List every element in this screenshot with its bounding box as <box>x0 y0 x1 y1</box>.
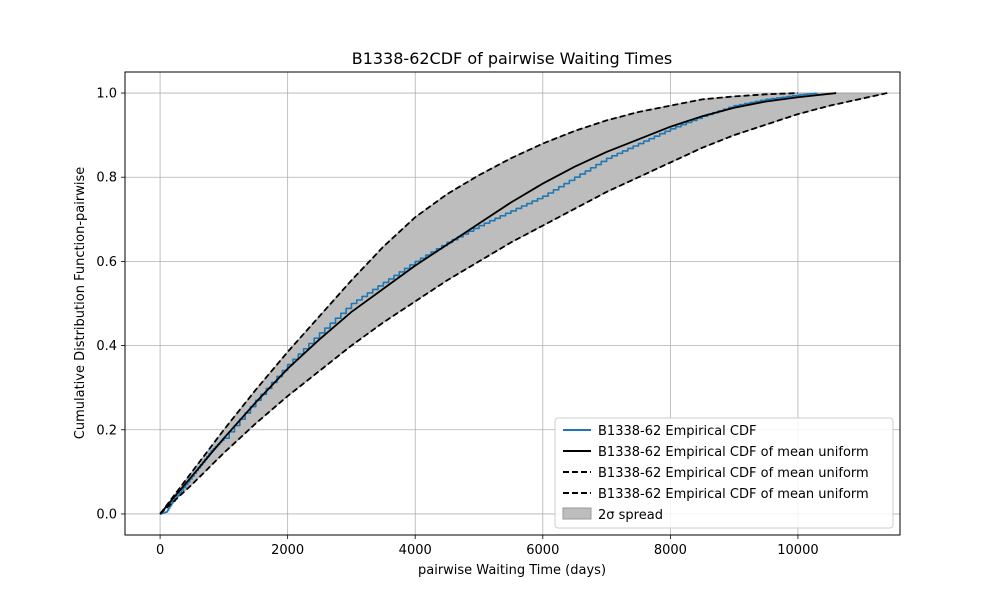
legend-label-upper: B1338-62 Empirical CDF of mean uniform <box>598 487 869 502</box>
y-tick-label: 0.0 <box>96 507 117 522</box>
chart-title: B1338-62CDF of pairwise Waiting Times <box>352 49 673 68</box>
y-tick-label: 1.0 <box>96 87 117 102</box>
y-tick-label: 0.2 <box>96 423 117 438</box>
legend-swatch-spread <box>562 507 592 520</box>
x-tick-label: 8000 <box>654 543 687 558</box>
upper-bound-dashed-line <box>159 92 798 515</box>
legend-label-spread: 2σ spread <box>598 508 663 523</box>
legend: B1338-62 Empirical CDF B1338-62 Empirica… <box>554 417 894 529</box>
mean-uniform-line <box>159 92 837 515</box>
ticks: 0 2000 4000 6000 8000 10000 0.0 0.2 0.4 0.6 0.8 1.0 <box>96 87 818 558</box>
y-tick-label: 0.8 <box>96 171 117 186</box>
plot-frame <box>124 71 901 536</box>
legend-label-empirical: B1338-62 Empirical CDF <box>598 424 757 439</box>
legend-box <box>554 417 894 529</box>
legend-label-mean: B1338-62 Empirical CDF of mean uniform <box>598 445 869 460</box>
x-tick-label: 4000 <box>399 543 432 558</box>
lower-bound-dashed-line <box>159 92 888 515</box>
y-tick-label: 0.6 <box>96 255 117 270</box>
y-tick-label: 0.4 <box>96 339 117 354</box>
x-tick-label: 6000 <box>526 543 559 558</box>
x-axis-label: pairwise Waiting Time (days) <box>418 563 606 578</box>
legend-label-lower: B1338-62 Empirical CDF of mean uniform <box>598 466 869 481</box>
x-tick-label: 2000 <box>271 543 304 558</box>
y-axis-label: Cumulative Distribution Function-pairwis… <box>73 167 88 439</box>
series-layer <box>159 92 888 515</box>
x-tick-label: 0 <box>156 543 164 558</box>
x-tick-label: 10000 <box>777 543 818 558</box>
